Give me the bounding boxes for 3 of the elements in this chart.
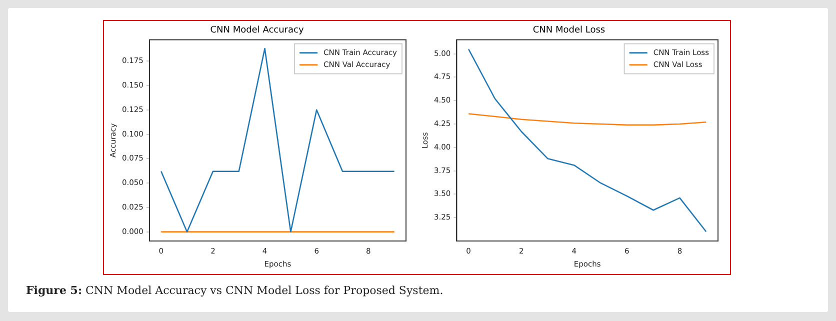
chart-title: CNN Model Accuracy xyxy=(210,26,304,36)
caption: Figure 5: CNN Model Accuracy vs CNN Model Loss for Proposed System. xyxy=(26,284,444,297)
chart-title: CNN Model Loss xyxy=(532,26,606,36)
